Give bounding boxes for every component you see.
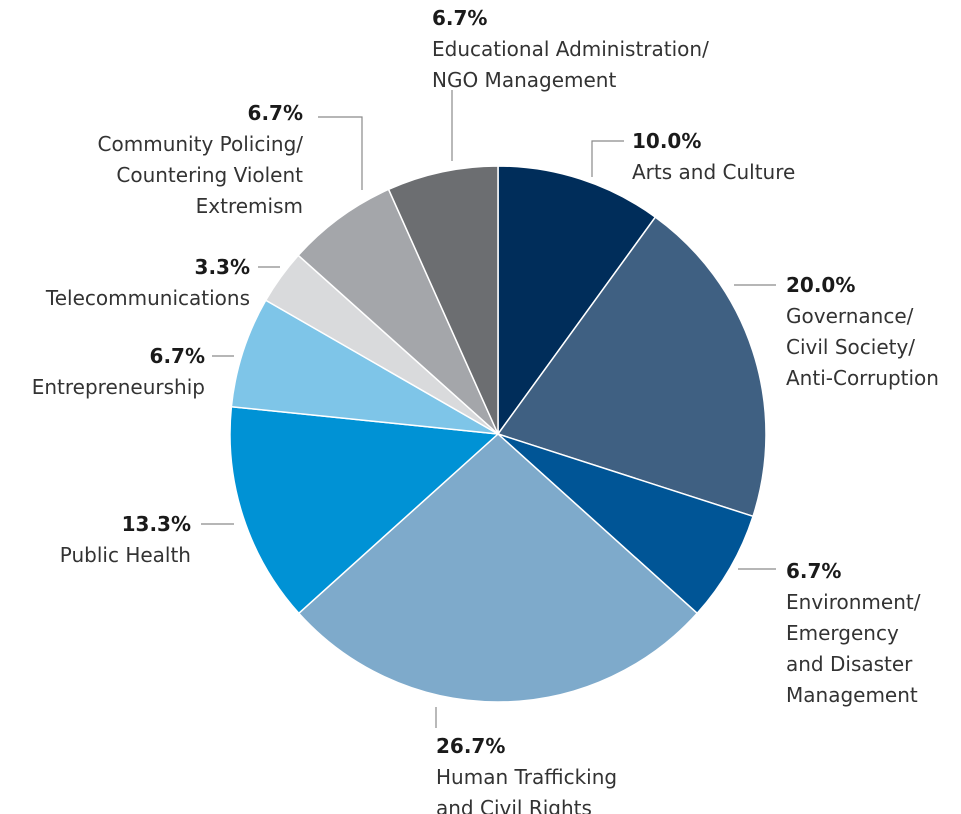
slice-category-label: Countering Violent [116,163,303,187]
slice-percent-label: 6.7% [150,344,205,368]
pie-slice [387,165,499,435]
slice-category-label: Anti-Corruption [786,366,939,390]
slice-category-label: and Civil Rights [436,796,592,814]
leader-line [591,140,624,177]
pie-slice [297,188,499,435]
slice-category-label: Environment/ [786,590,921,614]
slice-category-label: Civil Society/ [786,335,915,359]
slice-category-label: Emergency [786,621,899,645]
slice-percent-label: 20.0% [786,273,855,297]
slice-category-label: Human Trafficking [436,765,617,789]
slice-percent-label: 6.7% [786,559,841,583]
slice-category-label: Public Health [60,543,191,567]
slice-percent-label: 3.3% [195,255,250,279]
pie-slices [229,165,767,703]
slice-percent-label: 6.7% [248,101,303,125]
slice-percent-label: 6.7% [432,6,487,30]
slice-category-label: Arts and Culture [632,160,795,184]
slice-percent-label: 26.7% [436,734,505,758]
pie-slice [229,405,500,615]
pie-slice [497,165,657,437]
slice-category-label: Extremism [196,194,303,218]
slice-percent-label: 10.0% [632,129,701,153]
slice-category-label: Telecommunications [45,286,250,310]
slice-category-label: Governance/ [786,304,914,328]
pie-slice [297,432,699,703]
slice-category-label: Educational Administration/ [432,37,709,61]
slice-category-label: Management [786,683,918,707]
slice-category-label: Community Policing/ [98,132,304,156]
leader-line [318,116,363,190]
pie-slice [496,216,767,518]
slice-labels: 10.0% Arts and Culture 20.0% Governance/Civ… [32,6,939,814]
slice-category-label: NGO Management [432,68,616,92]
leader-lines [201,90,776,728]
pie-slice [230,299,499,435]
slice-category-label: and Disaster [786,652,913,676]
slice-percent-label: 13.3% [122,512,191,536]
slice-category-label: Entrepreneurship [32,375,205,399]
pie-slice [497,433,754,615]
